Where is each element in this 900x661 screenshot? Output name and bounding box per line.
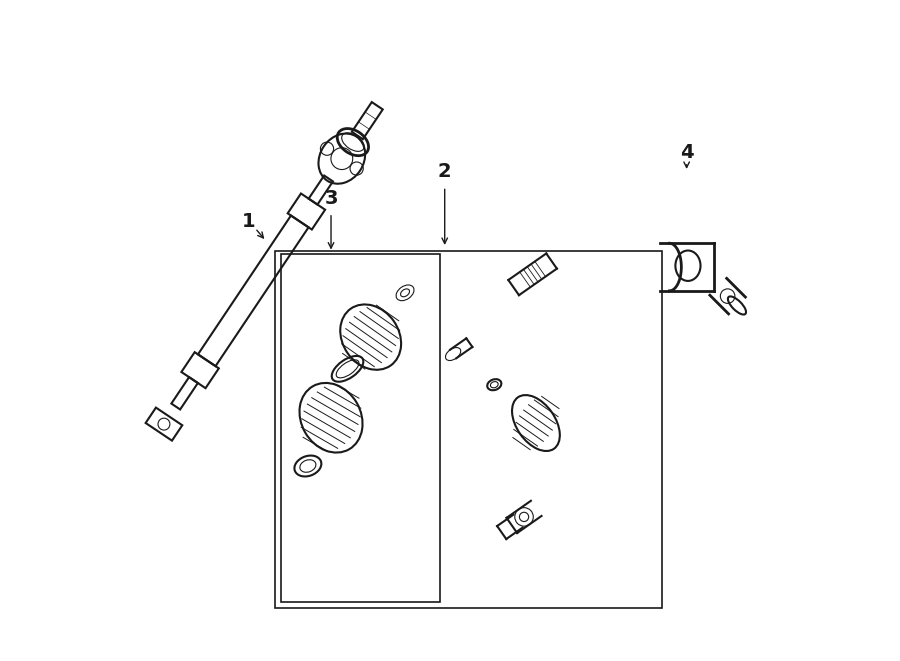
Bar	[274, 251, 662, 608]
Text: 4: 4	[680, 143, 694, 161]
Bar	[282, 254, 440, 602]
Text: 1: 1	[241, 212, 256, 231]
Text: 3: 3	[324, 189, 338, 208]
Text: 2: 2	[438, 163, 452, 181]
